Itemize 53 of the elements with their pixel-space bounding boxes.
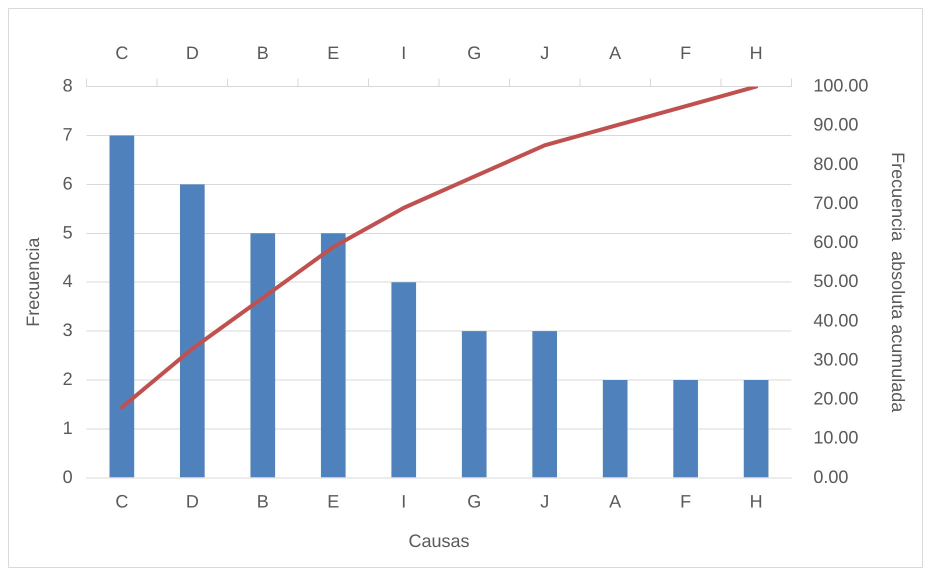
y2-tick-label: 40.00 — [813, 310, 858, 330]
category-label: A — [609, 42, 622, 63]
bar — [602, 380, 628, 478]
y-tick-label: 4 — [62, 271, 73, 292]
category-label: I — [401, 42, 406, 63]
x-axis-title: Causas — [408, 531, 470, 552]
x-tick-label: J — [540, 492, 550, 512]
y-axis-title: Frecuencia — [22, 236, 43, 327]
bar — [180, 184, 205, 478]
x-tick-label: F — [680, 492, 692, 512]
x-tick-label: A — [609, 492, 622, 512]
bar — [532, 331, 558, 478]
x-tick-label: B — [256, 492, 269, 512]
y-tick-label: 6 — [62, 173, 73, 194]
y-tick-label: 0 — [62, 466, 73, 487]
bar — [462, 331, 487, 478]
x-tick-label: E — [327, 492, 340, 512]
category-label: F — [680, 42, 692, 63]
y-tick-label: 7 — [62, 124, 73, 144]
bar — [320, 233, 346, 478]
y2-tick-label: 90.00 — [813, 114, 858, 135]
x-tick-label: C — [115, 492, 128, 512]
y2-tick-label: 50.00 — [813, 271, 858, 292]
y2-tick-label: 70.00 — [813, 192, 858, 213]
y-tick-label: 1 — [62, 418, 73, 438]
y-tick-label: 2 — [62, 368, 73, 389]
x-tick-label: H — [750, 492, 763, 512]
y2-tick-label: 60.00 — [813, 232, 858, 252]
category-label: E — [327, 42, 340, 63]
y2-axis-title: Frecuencia absoluta acumulada — [888, 152, 908, 414]
y2-tick-label: 0.00 — [813, 466, 848, 487]
y-tick-label: 8 — [62, 76, 73, 96]
x-tick-label: G — [467, 492, 482, 512]
y2-tick-label: 30.00 — [813, 349, 858, 370]
bar — [250, 233, 276, 478]
x-tick-label: D — [186, 492, 199, 512]
y2-tick-label: 10.00 — [813, 428, 858, 448]
category-label: C — [115, 42, 128, 63]
category-label: B — [256, 42, 269, 63]
y-tick-label: 5 — [62, 222, 73, 242]
category-label: H — [750, 42, 763, 63]
y2-tick-label: 80.00 — [813, 154, 858, 174]
y2-tick-label: 20.00 — [813, 388, 858, 409]
bar — [391, 282, 416, 478]
category-label: G — [467, 42, 482, 63]
category-label: D — [186, 42, 199, 63]
bar — [110, 136, 134, 478]
y2-tick-label: 100.00 — [813, 76, 868, 96]
x-tick-label: I — [401, 492, 406, 512]
bar — [673, 380, 698, 478]
y-tick-label: 3 — [62, 320, 73, 340]
category-label: J — [540, 42, 550, 63]
bar — [744, 380, 768, 478]
